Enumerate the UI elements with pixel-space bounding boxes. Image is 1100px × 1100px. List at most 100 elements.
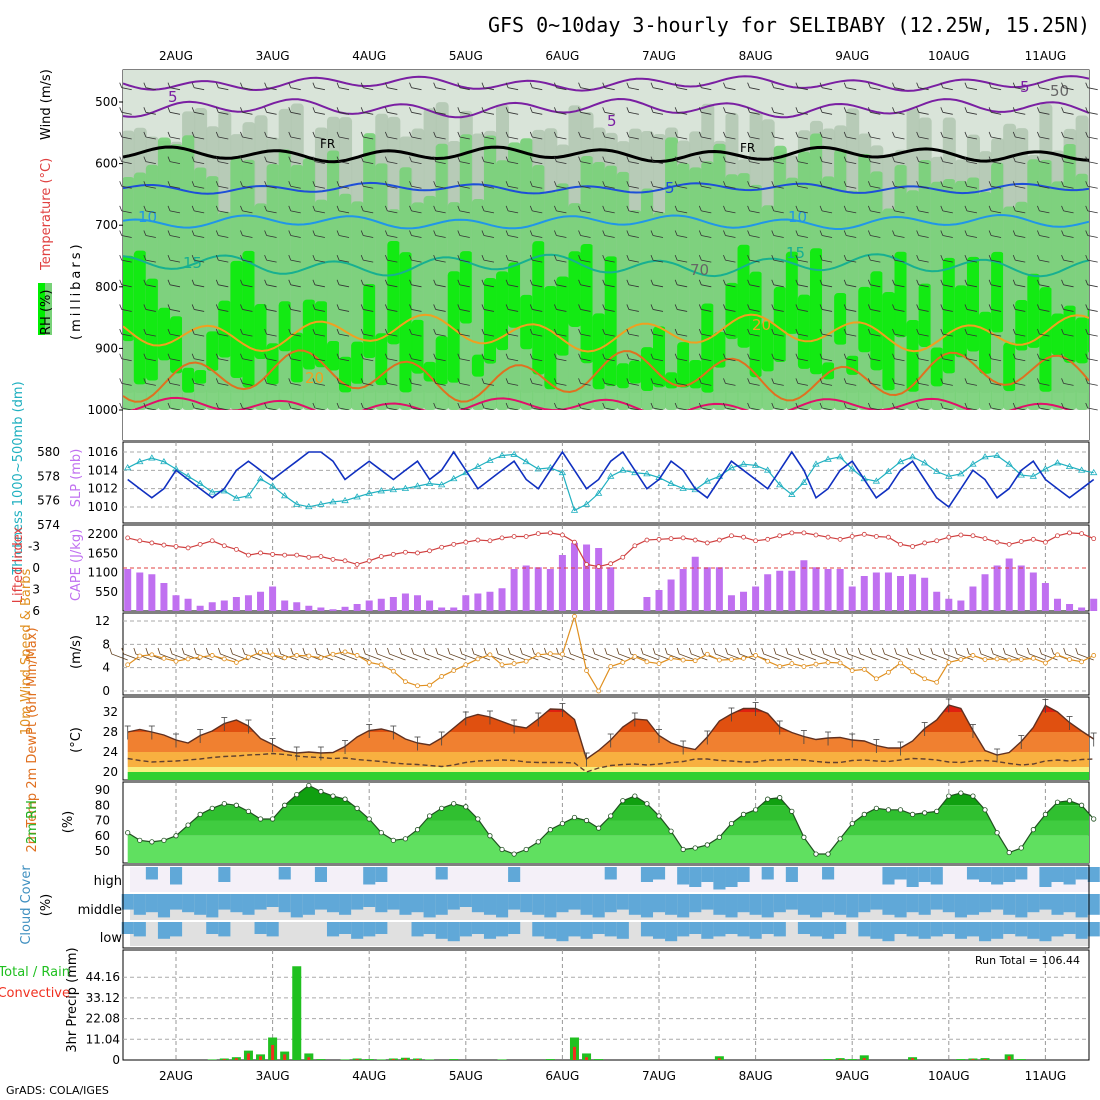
wind-barb bbox=[602, 205, 615, 214]
rh2m-line-marker bbox=[523, 846, 529, 853]
thickness-line-marker bbox=[498, 451, 506, 459]
cloud-bar bbox=[133, 922, 146, 937]
precip-total-bar bbox=[340, 1059, 350, 1060]
wind-barb bbox=[336, 156, 350, 164]
rh-shade-column bbox=[508, 262, 522, 328]
wind-speed-line-marker bbox=[584, 668, 589, 673]
cape-bar bbox=[583, 544, 591, 611]
wind-barb bbox=[723, 402, 736, 411]
wind-speed-line-marker bbox=[970, 653, 976, 658]
rh2m-line-marker bbox=[257, 816, 264, 822]
wind-barb bbox=[264, 402, 277, 411]
thickness-line-marker bbox=[136, 457, 144, 465]
precip-total-bar bbox=[594, 1059, 604, 1060]
top-date-label: 2AUG bbox=[159, 49, 193, 63]
cape-bar bbox=[558, 555, 566, 611]
wind-speed-line-marker bbox=[596, 688, 602, 694]
thickness-line-marker bbox=[824, 455, 832, 462]
thickness-line-marker bbox=[619, 466, 627, 473]
wind-barb bbox=[723, 304, 736, 312]
wind-barb bbox=[143, 402, 156, 411]
wind-barb bbox=[916, 378, 929, 386]
rh-shade-column bbox=[411, 202, 425, 410]
wind-barb bbox=[143, 255, 156, 263]
contour-label: 10 bbox=[138, 208, 157, 226]
cloud-bar bbox=[411, 894, 424, 913]
rh-axis-label: RH (%) bbox=[39, 290, 54, 335]
thickness-line-marker bbox=[933, 467, 941, 474]
wind-speed-line-marker bbox=[789, 661, 795, 666]
cloud-bar bbox=[1075, 894, 1088, 918]
wind-barb bbox=[505, 230, 519, 238]
wind-barb bbox=[626, 156, 639, 164]
cloud-bar bbox=[870, 894, 883, 910]
cloud-bar bbox=[1015, 894, 1028, 918]
cloud-axis-label: Cloud Cover bbox=[19, 865, 34, 945]
cloud-bar bbox=[677, 867, 690, 885]
wind-barb bbox=[215, 156, 229, 164]
lifted-index-line-marker bbox=[1055, 533, 1060, 539]
thickness-line-marker bbox=[776, 481, 784, 488]
wind-barb bbox=[674, 156, 688, 164]
wind-barb bbox=[819, 304, 833, 312]
thickness-line-marker bbox=[703, 477, 712, 484]
cape-bar bbox=[872, 572, 880, 611]
wind-barb bbox=[433, 205, 446, 214]
wind-speed-line-marker bbox=[608, 664, 614, 669]
wind-speed-line-marker bbox=[185, 656, 191, 662]
wind-barb bbox=[1085, 402, 1098, 411]
wind-barb bbox=[1037, 82, 1050, 91]
wind-barb bbox=[505, 378, 519, 386]
cape-bar bbox=[643, 597, 651, 611]
thickness-line-marker bbox=[401, 484, 410, 491]
wind-barb bbox=[215, 378, 229, 386]
wind-speed-line-marker bbox=[354, 653, 360, 658]
wind10-unit-label: (m/s) bbox=[69, 635, 84, 669]
wind-barb bbox=[481, 402, 495, 411]
wind-barb bbox=[360, 402, 374, 411]
cloud-bar bbox=[556, 894, 569, 913]
wind-barb bbox=[384, 107, 398, 115]
cape-bar bbox=[148, 574, 156, 611]
rh-shade-column bbox=[447, 271, 461, 383]
wind-barb bbox=[409, 353, 422, 362]
wind-barb bbox=[892, 304, 905, 312]
cloud-bar bbox=[894, 922, 907, 934]
wind-barb bbox=[264, 230, 277, 238]
wind-barb bbox=[119, 304, 132, 312]
wind-barb bbox=[698, 205, 712, 214]
wind-barb bbox=[240, 402, 253, 411]
cloud-bar bbox=[266, 894, 279, 907]
rh-shade-column bbox=[979, 311, 993, 374]
wind-barb bbox=[771, 107, 784, 115]
wind-speed-line-marker bbox=[137, 653, 143, 659]
rh2m-line-marker bbox=[909, 811, 916, 818]
wind-barb-10m bbox=[894, 647, 913, 661]
rh-shade-column bbox=[1015, 300, 1029, 351]
rh-shade-column bbox=[471, 354, 485, 377]
lifted-index-line-marker bbox=[620, 554, 626, 560]
wind-speed-line-marker bbox=[620, 660, 626, 665]
rh2m-line-marker bbox=[1018, 845, 1024, 851]
rh2m-line-marker bbox=[813, 851, 819, 857]
rh2m-line-marker bbox=[716, 834, 722, 840]
cloud-bar bbox=[689, 922, 702, 934]
rh-shade-column bbox=[532, 241, 546, 375]
wind-barb bbox=[602, 255, 615, 263]
cloud-bar bbox=[447, 922, 460, 942]
thickness-line-marker bbox=[908, 453, 917, 460]
wind-barb bbox=[1085, 181, 1098, 189]
wind-speed-line-marker bbox=[403, 679, 408, 685]
lifted-index-line-marker bbox=[463, 539, 469, 545]
wind-barb bbox=[674, 328, 688, 337]
wind-barb bbox=[240, 230, 253, 238]
wind-barb bbox=[409, 181, 422, 189]
wind-barb bbox=[409, 107, 422, 115]
cloud-bar bbox=[1087, 894, 1100, 915]
cloud-bar bbox=[918, 922, 931, 939]
rh2m-line-marker bbox=[801, 834, 807, 840]
cape-bar bbox=[438, 607, 446, 611]
tick-label: -3 bbox=[28, 540, 40, 554]
wind-barb bbox=[626, 107, 639, 115]
rh2m-line-marker bbox=[571, 814, 578, 821]
